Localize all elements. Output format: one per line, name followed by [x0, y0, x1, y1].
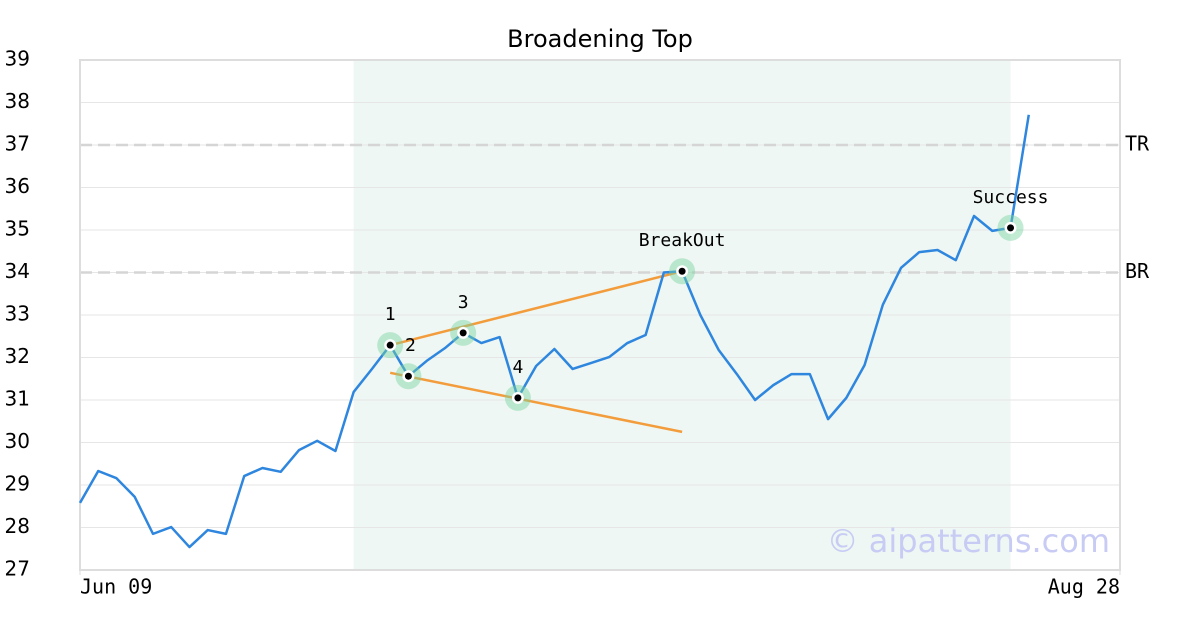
marker-label: Success: [973, 187, 1049, 208]
trendline: [389, 270, 683, 347]
marker-label: 3: [458, 292, 469, 313]
x-tick-label: Aug 28: [1048, 575, 1120, 599]
marker-dot: [386, 341, 394, 349]
y-tick-label: 32: [5, 344, 30, 368]
marker-dot: [514, 394, 522, 402]
watermark: © aipatterns.com: [827, 522, 1110, 560]
y-tick-label: 27: [5, 557, 30, 581]
marker-dot: [404, 372, 412, 380]
y-tick-label: 35: [5, 217, 30, 241]
marker-label: BreakOut: [639, 230, 726, 251]
marker-label: 4: [512, 357, 523, 378]
y-tick-label: 30: [5, 429, 30, 453]
plot-border: [79, 59, 1121, 571]
y-tick-label: 31: [5, 387, 30, 411]
marker-dot: [459, 329, 467, 337]
marker-label: 1: [385, 304, 396, 325]
y-tick-label: 34: [5, 259, 30, 283]
y-tick-label: 37: [5, 132, 30, 156]
chart-title: Broadening Top: [507, 25, 693, 53]
level-label: BR: [1125, 259, 1150, 283]
y-tick-label: 28: [5, 514, 30, 538]
marker-label: 2: [405, 335, 416, 356]
x-tick-label: Jun 09: [80, 575, 152, 599]
price-line: [78, 114, 1031, 549]
y-tick-label: 33: [5, 302, 30, 326]
trendline: [389, 371, 683, 434]
marker-dot: [1007, 224, 1015, 232]
marker-dot: [678, 267, 686, 275]
y-tick-label: 38: [5, 89, 30, 113]
y-tick-label: 29: [5, 472, 30, 496]
level-label: TR: [1125, 132, 1150, 156]
y-tick-label: 39: [5, 47, 30, 71]
y-tick-label: 36: [5, 174, 30, 198]
